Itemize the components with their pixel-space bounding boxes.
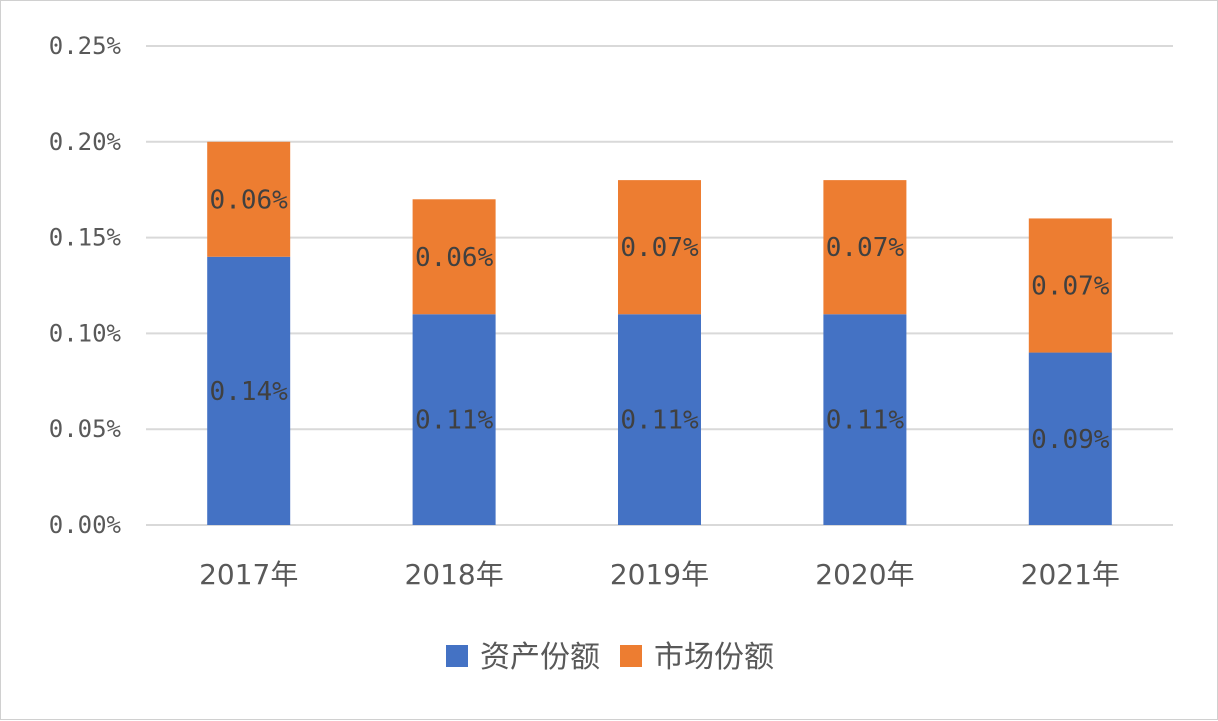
data-label: 0.07% <box>1031 272 1110 302</box>
x-category-label: 2018年 <box>404 558 503 591</box>
x-category-label: 2019年 <box>610 558 709 591</box>
bars <box>207 141 1112 525</box>
legend-label: 资产份额 <box>480 640 600 675</box>
data-label: 0.06% <box>415 243 494 273</box>
bar-market-share <box>823 180 907 315</box>
data-label: 0.11% <box>415 406 494 436</box>
bar-market-share <box>207 141 291 257</box>
data-label: 0.07% <box>826 233 905 263</box>
data-label: 0.07% <box>620 233 699 263</box>
x-category-label: 2020年 <box>815 558 914 591</box>
bar-asset-share <box>823 314 907 525</box>
y-axis-ticks: 0.00% 0.05% 0.10% 0.15% 0.20% 0.25% <box>49 32 122 539</box>
y-tick-label: 0.00% <box>49 511 122 539</box>
data-label: 0.11% <box>620 406 699 436</box>
bar-asset-share <box>1028 352 1112 525</box>
bar-market-share <box>1028 218 1112 353</box>
data-label: 0.06% <box>210 185 289 215</box>
bar-market-share <box>412 199 496 315</box>
y-tick-label: 0.15% <box>49 224 122 252</box>
legend-swatch <box>620 645 642 667</box>
x-axis-categories: 2017年 2018年 2019年 2020年 2021年 <box>199 558 1120 591</box>
x-category-label: 2021年 <box>1021 558 1120 591</box>
bar-asset-share <box>207 256 291 525</box>
data-label: 0.11% <box>826 406 905 436</box>
data-label: 0.09% <box>1031 425 1110 455</box>
y-tick-label: 0.05% <box>49 415 122 443</box>
y-tick-label: 0.20% <box>49 128 122 156</box>
bar-asset-share <box>412 314 496 525</box>
data-label: 0.14% <box>210 377 289 407</box>
bar-market-share <box>618 180 701 315</box>
legend: 资产份额 市场份额 <box>446 640 774 675</box>
y-tick-label: 0.10% <box>49 319 122 347</box>
bar-asset-share <box>618 314 701 525</box>
legend-swatch <box>446 645 468 667</box>
data-labels: 0.14% 0.06% 0.11% 0.06% 0.11% 0.07% 0.11% 0.07%… <box>210 185 1110 455</box>
y-tick-label: 0.25% <box>49 32 122 60</box>
x-category-label: 2017年 <box>199 558 298 591</box>
legend-label: 市场份额 <box>654 640 774 675</box>
